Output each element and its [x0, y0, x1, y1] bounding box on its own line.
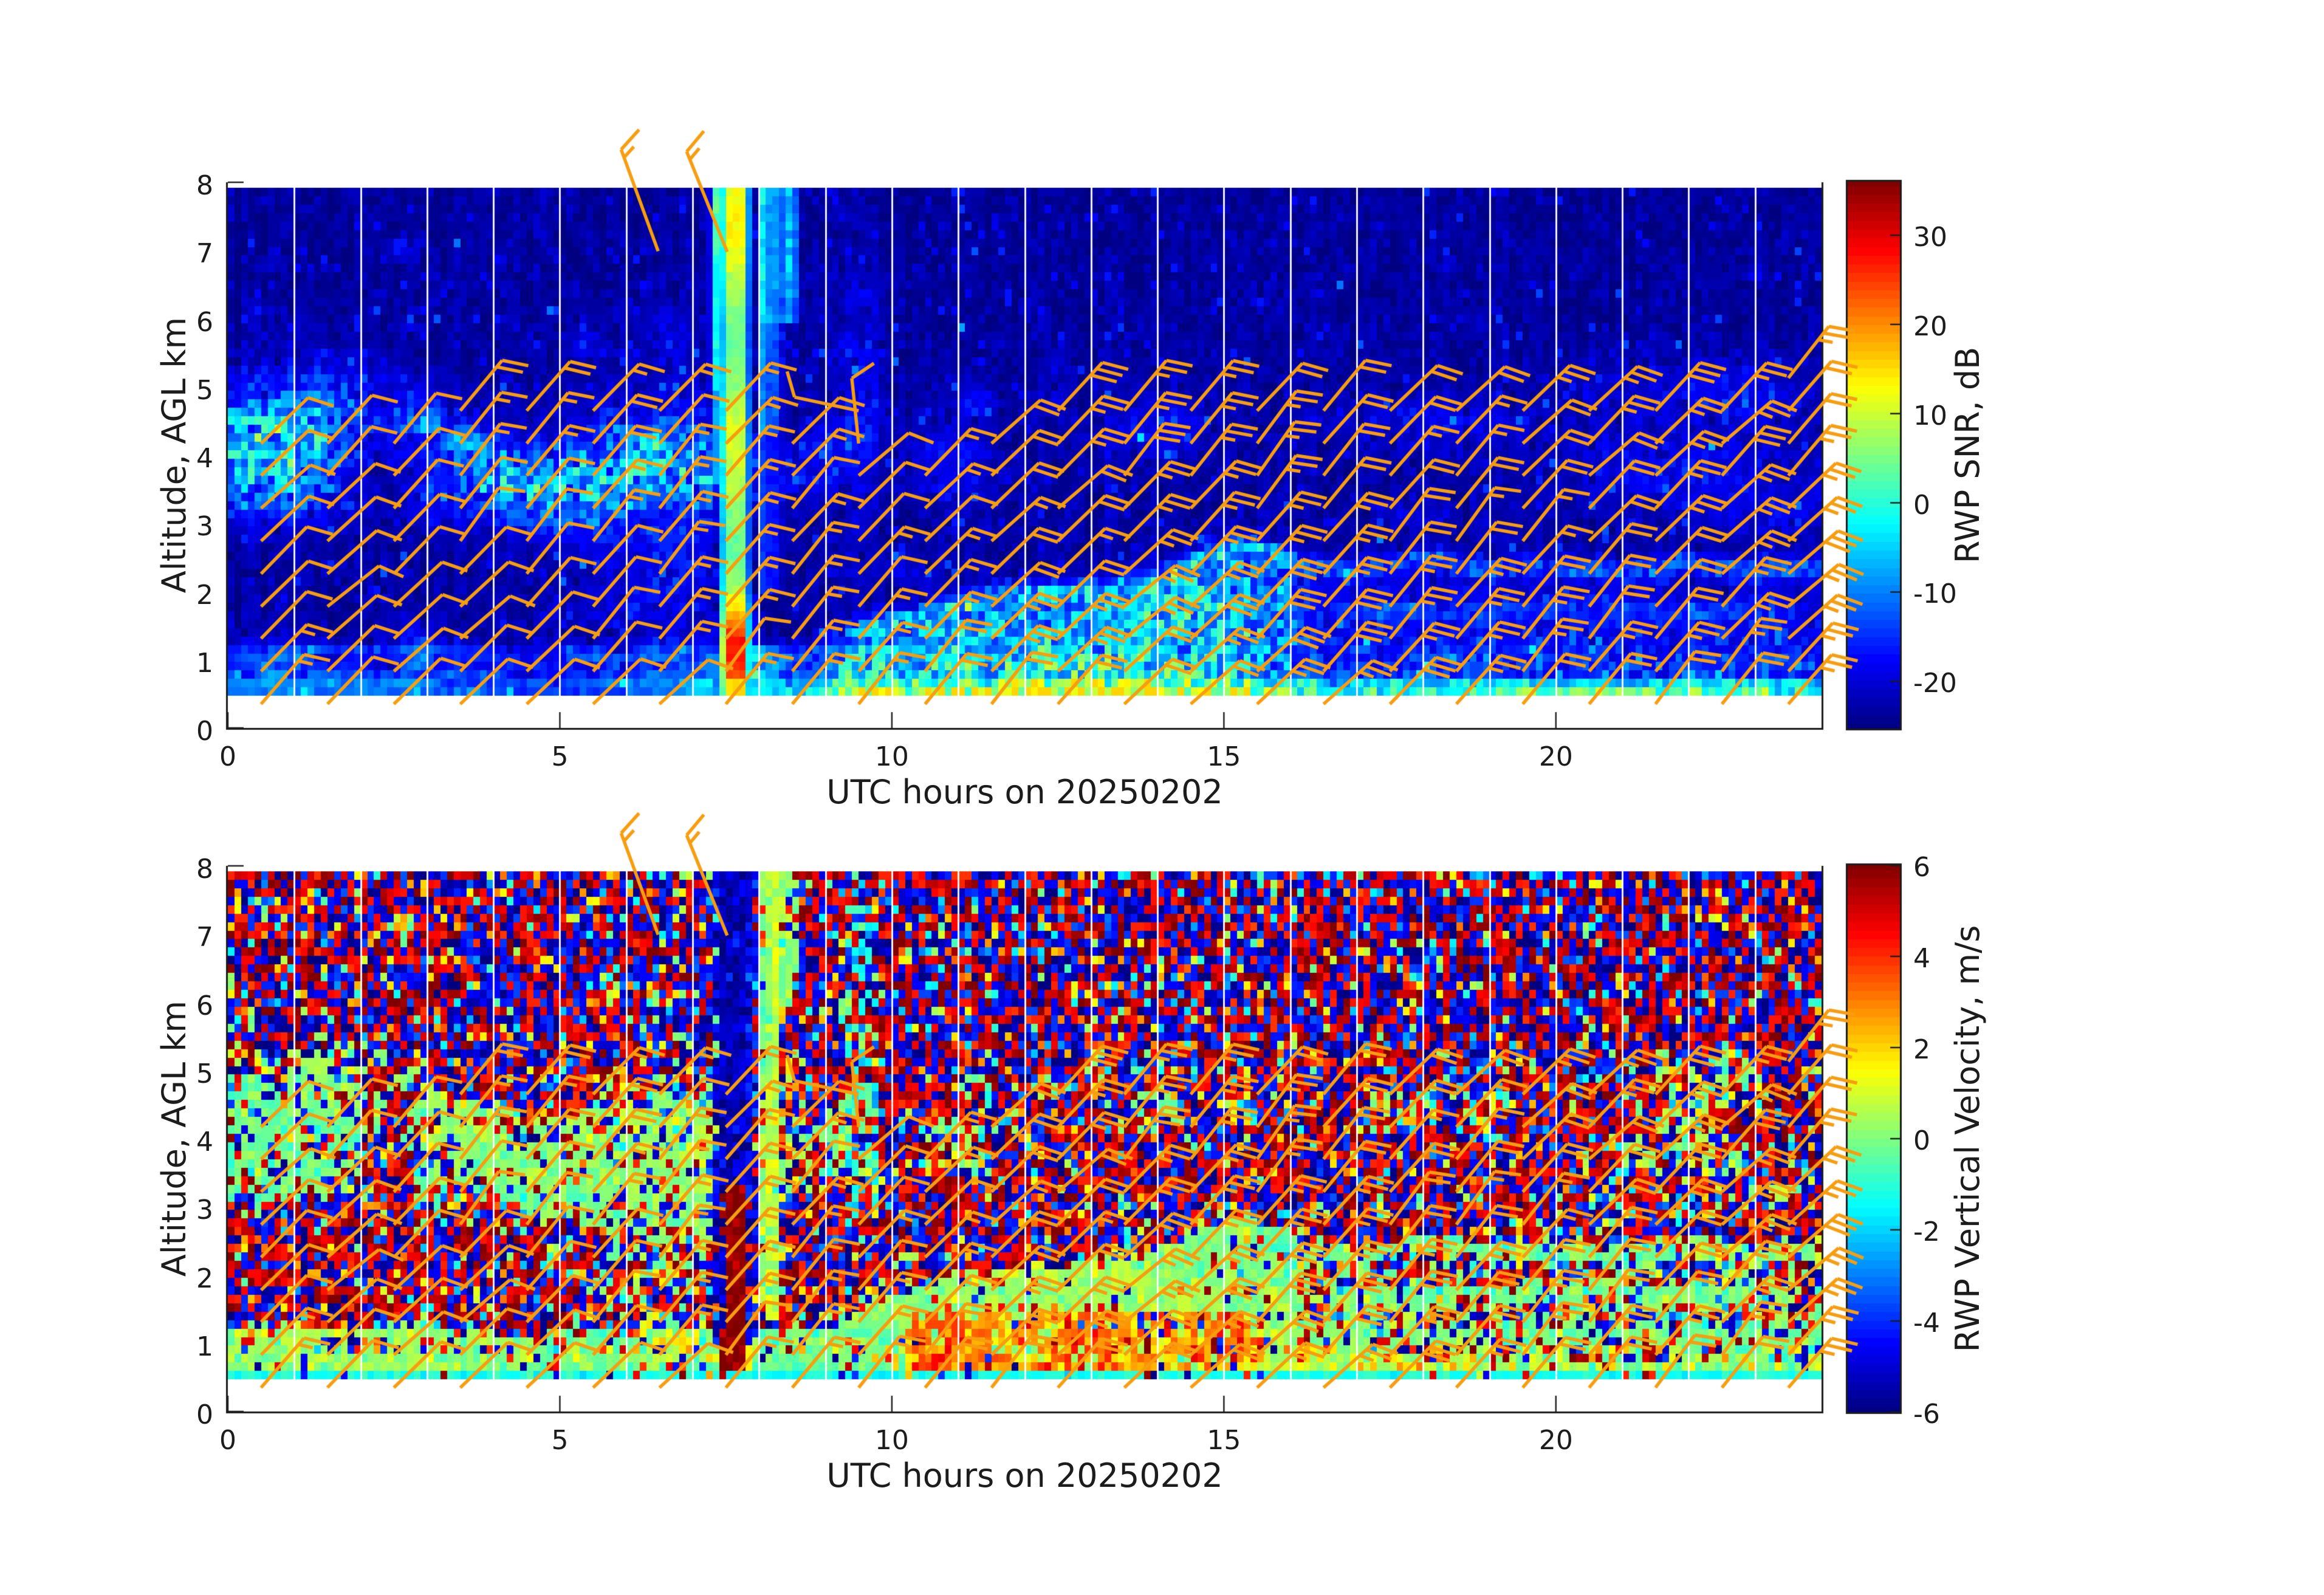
- x-tick-label: 10: [874, 1425, 909, 1456]
- x-tick-label: 5: [551, 1425, 569, 1456]
- colorbar-label: RWP SNR, dB: [1949, 346, 1987, 564]
- x-tick-label: 10: [874, 741, 909, 772]
- colorbar-tick-label: 10: [1913, 400, 1947, 431]
- y-tick-label: 4: [196, 1127, 213, 1158]
- colorbar-tick-label: -4: [1913, 1308, 1940, 1339]
- y-tick-label: 7: [196, 238, 213, 270]
- y-axis-label: Altitude, AGL km: [155, 1000, 193, 1277]
- y-tick-label: 7: [196, 922, 213, 953]
- x-tick-label: 0: [219, 1425, 236, 1456]
- colorbar-tick-label: 4: [1913, 943, 1930, 974]
- y-tick-label: 8: [196, 854, 213, 885]
- x-tick-label: 0: [219, 741, 236, 772]
- y-tick-label: 1: [196, 1331, 213, 1362]
- x-tick-label: 15: [1207, 741, 1241, 772]
- x-tick-label: 20: [1538, 1425, 1573, 1456]
- x-tick-label: 5: [551, 741, 569, 772]
- colorbar-tick-label: 6: [1913, 852, 1930, 883]
- y-tick-label: 6: [196, 306, 213, 338]
- y-axis-label: Altitude, AGL km: [155, 317, 193, 594]
- y-tick-label: 8: [196, 170, 213, 201]
- y-tick-label: 4: [196, 443, 213, 474]
- colorbar-tick-label: 2: [1913, 1034, 1930, 1065]
- y-tick-label: 3: [196, 1195, 213, 1226]
- y-tick-label: 6: [196, 990, 213, 1021]
- y-tick-label: 1: [196, 647, 213, 679]
- colorbar-tick-label: -2: [1913, 1216, 1940, 1247]
- x-tick-label: 20: [1538, 741, 1573, 772]
- x-axis-label: UTC hours on 20250202: [826, 1456, 1223, 1495]
- y-tick-label: 3: [196, 511, 213, 543]
- y-tick-label: 0: [196, 716, 213, 747]
- y-tick-label: 0: [196, 1399, 213, 1430]
- colorbar-tick-label: -6: [1913, 1399, 1940, 1430]
- colorbar-tick-label: -20: [1913, 668, 1957, 699]
- x-tick-label: 15: [1207, 1425, 1241, 1456]
- colorbar-label: RWP Vertical Velocity, m/s: [1949, 925, 1987, 1353]
- colorbar-tick-label: 30: [1913, 222, 1947, 253]
- y-tick-label: 5: [196, 1058, 213, 1089]
- x-axis-label: UTC hours on 20250202: [826, 773, 1223, 811]
- colorbar-tick-label: 20: [1913, 310, 1947, 342]
- y-tick-label: 2: [196, 579, 213, 611]
- colorbar-tick-label: -10: [1913, 578, 1957, 610]
- colorbar-tick-label: 0: [1913, 489, 1930, 521]
- y-tick-label: 5: [196, 374, 213, 406]
- y-tick-label: 2: [196, 1263, 213, 1294]
- colorbar-tick-label: 0: [1913, 1125, 1930, 1156]
